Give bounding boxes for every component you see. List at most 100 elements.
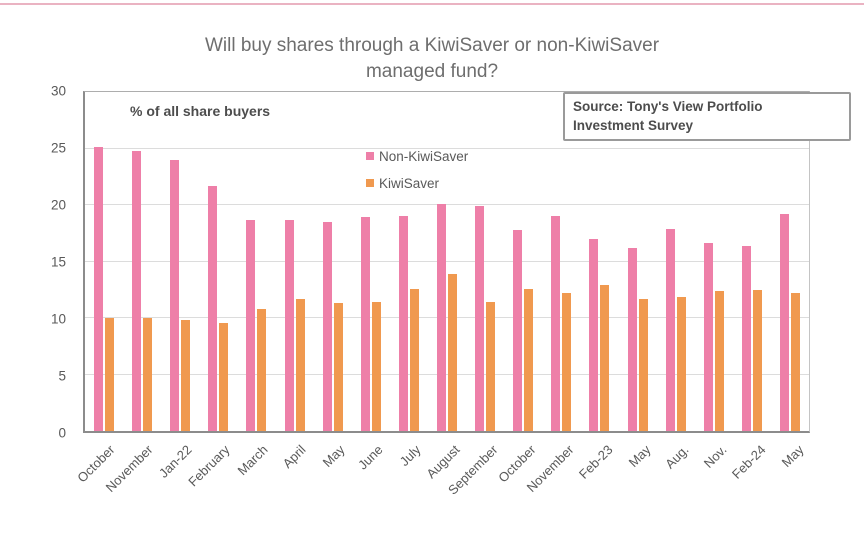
x-tick-label: May — [778, 442, 807, 470]
x-tick-label: February — [185, 442, 233, 490]
bar-kiwisaver — [181, 320, 191, 431]
bar-kiwisaver — [371, 302, 381, 431]
bar-group — [695, 92, 733, 431]
bar-kiwisaver — [219, 322, 229, 431]
bar-group — [657, 92, 695, 431]
chart-title: Will buy shares through a KiwiSaver or n… — [0, 33, 864, 85]
bar-non-kiwisaver — [170, 159, 180, 431]
bar-kiwisaver — [143, 318, 153, 431]
bar-non-kiwisaver — [437, 203, 447, 431]
bar-group — [161, 92, 199, 431]
bar-non-kiwisaver — [475, 206, 485, 431]
y-tick-label: 15 — [50, 254, 66, 270]
axis-note-label: % of all share buyers — [130, 103, 271, 119]
bar-non-kiwisaver — [322, 221, 332, 431]
bar-non-kiwisaver — [208, 185, 218, 431]
bar-group — [580, 92, 618, 431]
bar-non-kiwisaver — [360, 217, 370, 431]
bar-group — [619, 92, 657, 431]
bar-non-kiwisaver — [284, 219, 294, 431]
bar-group — [123, 92, 161, 431]
bar-non-kiwisaver — [627, 247, 637, 431]
gridline — [85, 373, 809, 375]
bar-kiwisaver — [257, 308, 267, 431]
gridline — [85, 260, 809, 262]
bar-non-kiwisaver — [94, 147, 104, 431]
gridline — [85, 147, 809, 149]
legend-label: Non-KiwiSaver — [379, 148, 469, 164]
bar-group — [771, 92, 809, 431]
bar-group — [466, 92, 504, 431]
y-tick-label: 20 — [50, 197, 66, 213]
bar-group — [276, 92, 314, 431]
source-line2: Investment Survey — [573, 118, 694, 133]
legend-marker-icon — [366, 179, 374, 187]
x-tick-label: May — [625, 442, 654, 470]
bar-kiwisaver — [791, 293, 801, 431]
x-tick-label: April — [280, 442, 310, 472]
legend: Non-KiwiSaver KiwiSaver — [366, 146, 468, 200]
plot-area — [83, 91, 810, 433]
bar-group — [504, 92, 542, 431]
x-tick-label: Nov. — [701, 442, 730, 471]
chart-title-line1: Will buy shares through a KiwiSaver or n… — [204, 35, 660, 56]
x-tick-label: June — [355, 442, 386, 473]
bar-kiwisaver — [105, 318, 115, 431]
top-accent-rule — [0, 3, 864, 5]
bar-kiwisaver — [638, 298, 648, 431]
bar-kiwisaver — [676, 296, 686, 431]
bar-kiwisaver — [524, 288, 534, 431]
x-tick-label: Aug. — [662, 442, 692, 472]
bar-kiwisaver — [448, 273, 458, 431]
bar-group — [428, 92, 466, 431]
bar-kiwisaver — [295, 298, 305, 431]
bars-row — [85, 92, 809, 431]
bar-kiwisaver — [752, 289, 762, 431]
bar-non-kiwisaver — [551, 216, 561, 431]
gridline — [85, 204, 809, 205]
bar-non-kiwisaver — [780, 214, 790, 431]
x-tick-label: Feb-23 — [575, 442, 616, 482]
bar-group — [352, 92, 390, 431]
bar-group — [733, 92, 771, 431]
bar-non-kiwisaver — [589, 238, 599, 431]
source-box: Source: Tony's View Portfolio Investment… — [563, 92, 851, 141]
bar-non-kiwisaver — [132, 150, 142, 431]
bar-group — [314, 92, 352, 431]
bar-kiwisaver — [333, 303, 343, 431]
y-axis: 0 5 10 15 20 25 30 — [0, 84, 66, 441]
legend-item-kiwisaver: KiwiSaver — [366, 173, 468, 193]
legend-label: KiwiSaver — [379, 175, 440, 191]
gridline — [85, 317, 809, 318]
x-tick-label: Feb-24 — [728, 442, 769, 482]
bar-kiwisaver — [714, 290, 724, 431]
bar-non-kiwisaver — [665, 228, 675, 431]
y-tick-label: 25 — [50, 140, 66, 156]
bar-non-kiwisaver — [513, 229, 523, 431]
x-tick-label: March — [234, 442, 271, 479]
bar-non-kiwisaver — [703, 243, 713, 431]
bar-group — [390, 92, 428, 431]
x-tick-label: May — [319, 442, 348, 470]
x-tick-label: July — [396, 442, 424, 469]
bar-non-kiwisaver — [398, 216, 408, 431]
y-tick-label: 0 — [58, 425, 66, 441]
y-tick-label: 5 — [58, 368, 66, 384]
bar-kiwisaver — [409, 288, 419, 431]
legend-item-non-kiwisaver: Non-KiwiSaver — [366, 146, 468, 166]
legend-marker-icon — [366, 152, 374, 160]
y-tick-label: 10 — [50, 311, 66, 327]
bar-group — [237, 92, 275, 431]
bar-group — [199, 92, 237, 431]
y-tick-label: 30 — [50, 83, 66, 99]
source-line1: Source: Tony's View Portfolio — [573, 99, 763, 114]
bar-kiwisaver — [486, 302, 496, 431]
x-axis-labels: October November Jan-22 February March April M… — [74, 438, 810, 528]
bar-kiwisaver — [600, 285, 610, 431]
bar-non-kiwisaver — [246, 219, 256, 431]
bar-group — [542, 92, 580, 431]
chart-title-line2: managed fund? — [365, 61, 499, 82]
bar-kiwisaver — [562, 293, 572, 431]
bar-group — [85, 92, 123, 431]
